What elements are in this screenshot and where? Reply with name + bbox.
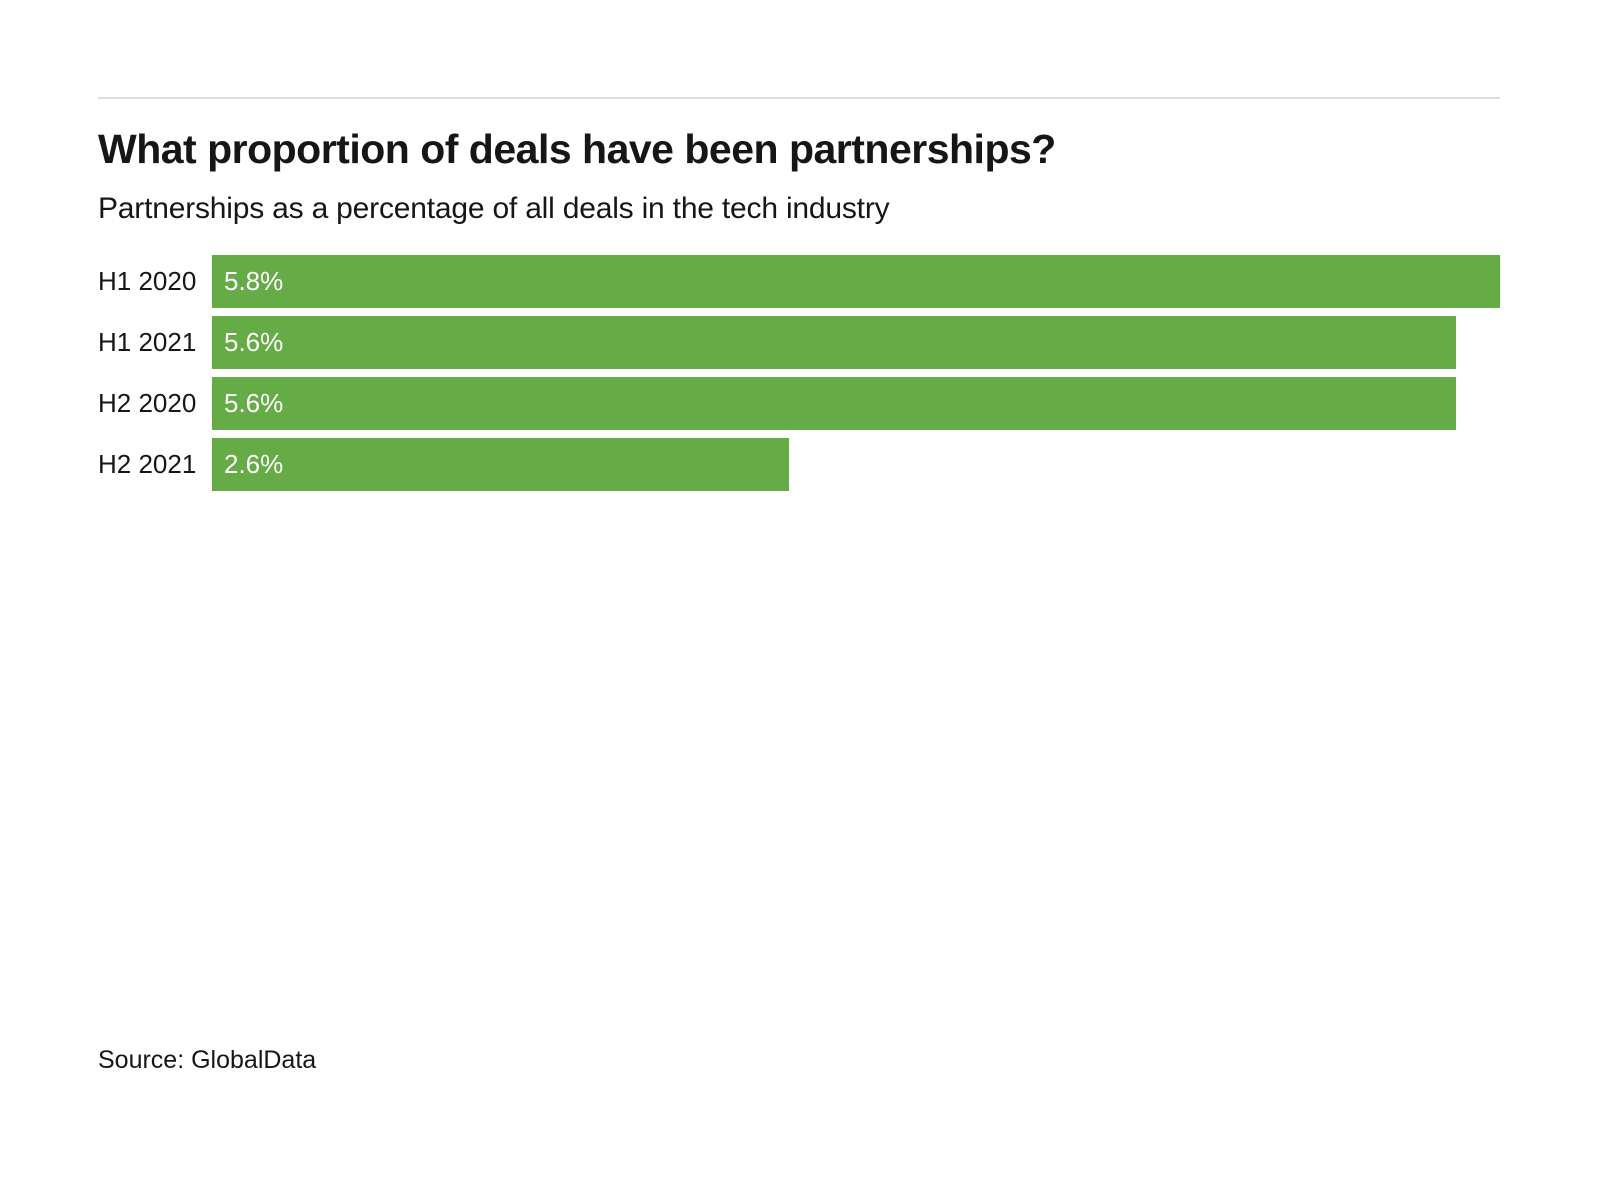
- chart-subtitle: Partnerships as a percentage of all deal…: [98, 192, 890, 226]
- bar: 5.6%: [212, 315, 1456, 369]
- bar: 5.6%: [212, 376, 1456, 430]
- chart-row: H2 2020 5.6%: [98, 376, 1500, 430]
- chart-row: H1 2020 5.8%: [98, 254, 1500, 308]
- chart-row: H1 2021 5.6%: [98, 315, 1500, 369]
- bar-value-label: 5.8%: [224, 265, 284, 296]
- bar-value-label: 5.6%: [224, 326, 284, 357]
- bar: 2.6%: [212, 437, 790, 491]
- chart-row: H2 2021 2.6%: [98, 437, 1500, 491]
- bar-track: 2.6%: [212, 437, 1500, 491]
- category-label: H2 2021: [98, 448, 197, 479]
- bar-value-label: 2.6%: [224, 448, 284, 479]
- chart-title: What proportion of deals have been partn…: [98, 126, 1056, 172]
- category-label: H1 2021: [98, 326, 197, 357]
- bar-value-label: 5.6%: [224, 387, 284, 418]
- category-label: H1 2020: [98, 265, 197, 296]
- bar-track: 5.6%: [212, 315, 1500, 369]
- bar-track: 5.6%: [212, 376, 1500, 430]
- bar: 5.8%: [212, 254, 1500, 308]
- category-label: H2 2020: [98, 387, 197, 418]
- bar-track: 5.8%: [212, 254, 1500, 308]
- bar-chart: H1 2020 5.8% H1 2021 5.6% H2 2020 5.6% H2 2021…: [98, 254, 1500, 491]
- source-attribution: Source: GlobalData: [98, 1046, 317, 1074]
- top-divider: [98, 97, 1500, 99]
